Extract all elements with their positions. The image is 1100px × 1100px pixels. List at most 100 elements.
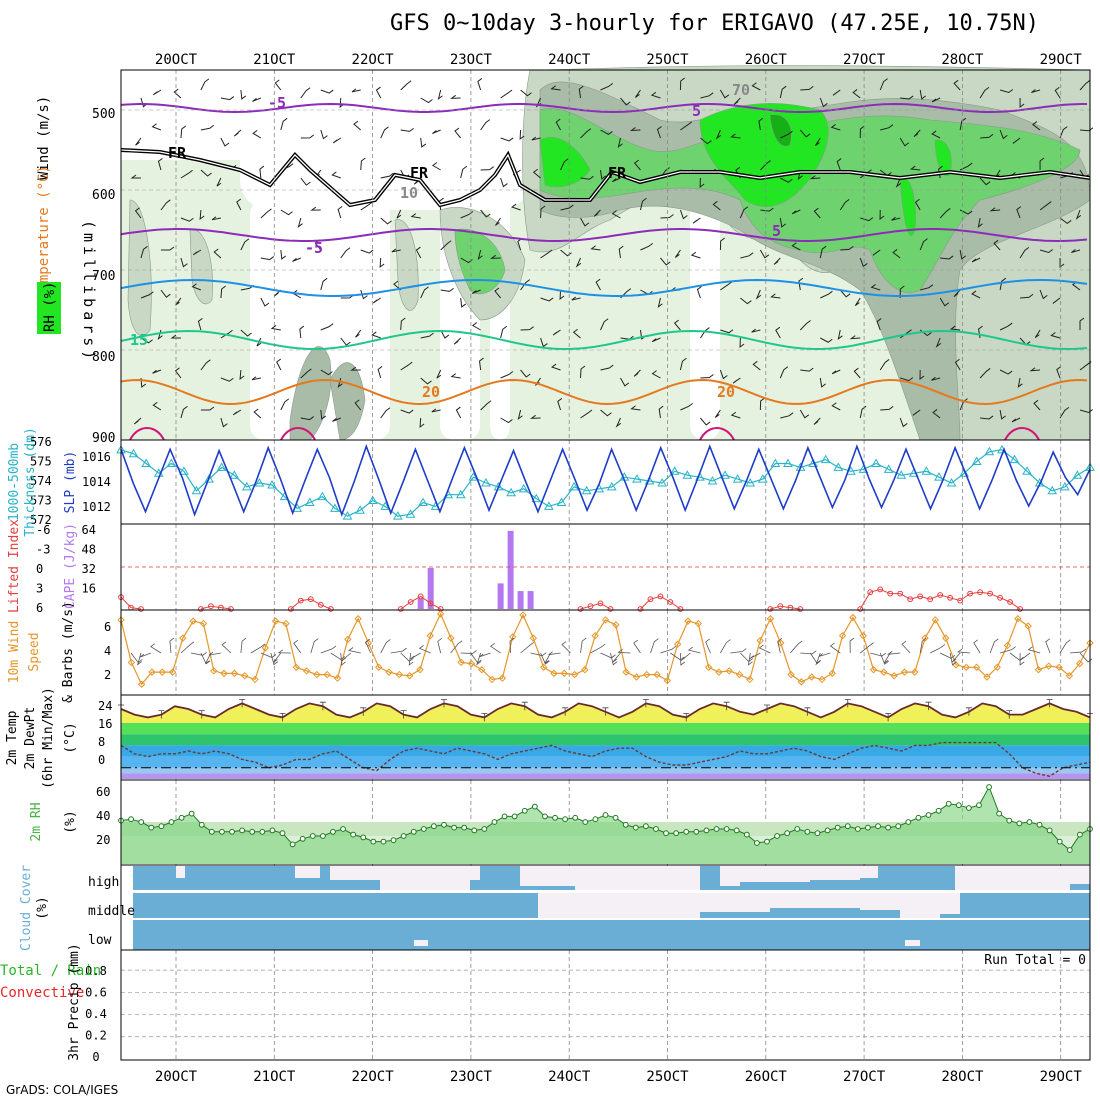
wind-barb (260, 208, 272, 219)
date-tick-bottom: 28OCT (941, 1069, 984, 1085)
wind-barb (240, 89, 247, 100)
rh-marker (441, 821, 447, 828)
wind-speed-marker (148, 668, 156, 676)
wind-barb (859, 257, 868, 268)
wind-barb (540, 297, 554, 302)
precip-tick-label: 0.8 (85, 964, 107, 978)
wind-barb (191, 283, 202, 291)
rh-marker (804, 828, 811, 835)
rh-contour-fill (127, 199, 152, 337)
cloud-clear-region (810, 866, 860, 880)
wind-barb (657, 297, 663, 308)
wind-barb (160, 246, 175, 251)
wind-barb (557, 398, 563, 411)
thickness-marker (141, 458, 152, 467)
wind-barb (236, 198, 242, 211)
wind-barb (1059, 217, 1072, 225)
wind-barb (1033, 399, 1041, 411)
thickness-marker (783, 458, 793, 467)
wind-barb (799, 129, 811, 138)
wind-barb (813, 417, 821, 425)
cloud-clear-region (900, 893, 940, 918)
lifted-index-line (120, 596, 142, 610)
surface-wind-barb (365, 638, 372, 654)
thickness-marker (405, 509, 416, 518)
wind-barb (880, 124, 894, 131)
cloud-clear-region (740, 866, 810, 882)
temp-minmax-marker (965, 707, 972, 716)
wind-speed-marker (715, 668, 723, 676)
rh-contour-fill (189, 229, 213, 305)
wind-barb (740, 252, 754, 259)
temp-minmax-marker (642, 699, 649, 708)
wind-speed-marker (756, 636, 764, 645)
rh-marker (955, 802, 962, 809)
surface-wind-barb (310, 638, 319, 654)
wind-speed-marker (869, 666, 878, 674)
temp-tick-label: 8 (98, 735, 105, 749)
wind-speed-marker (405, 672, 414, 680)
wind-barb (560, 204, 574, 211)
lifted-index-marker (297, 597, 304, 604)
rh-marker (784, 830, 791, 837)
contour-label: FR (168, 144, 187, 162)
wind-barb (420, 377, 432, 385)
wind-barb (617, 137, 623, 148)
temp-band (121, 723, 1090, 735)
rh-marker (198, 821, 205, 828)
wind-speed-marker (199, 619, 208, 628)
wind-barb (651, 337, 661, 343)
thickness-marker (946, 477, 957, 487)
wind-barb (400, 409, 414, 414)
thickness-marker (1009, 454, 1020, 464)
surface-wind-barb (650, 638, 659, 654)
contour-label: 5 (772, 222, 781, 240)
thickness-tick-label: 572 (30, 513, 52, 527)
temp-band (121, 734, 1090, 746)
rh-marker (542, 813, 548, 820)
surface-wind-barb (408, 652, 414, 666)
wind-barb (260, 256, 275, 261)
wind-barb (520, 326, 534, 331)
temp-minmax-marker (1006, 710, 1013, 719)
cloud-level-divider (133, 918, 1090, 920)
temp-minmax-marker (441, 699, 447, 708)
surface-wind-barb (886, 650, 901, 655)
wind-barb (220, 96, 235, 101)
wind-barb (720, 281, 733, 291)
surface-wind-barb (670, 652, 685, 661)
wind-barb (420, 286, 429, 299)
wind-speed-marker (529, 634, 538, 642)
thickness-marker (1072, 470, 1083, 479)
surface-wind-barb (418, 644, 431, 654)
rh-marker (1077, 831, 1083, 838)
wind-barb (372, 297, 382, 304)
wind-barb (899, 417, 908, 428)
rh-marker (360, 834, 367, 841)
wind-barb (939, 208, 951, 219)
wind-barb (1079, 409, 1093, 414)
precip-run-total: Run Total = 0 (984, 953, 1086, 968)
rh-marker (208, 828, 215, 835)
precip-tick-label: 0.4 (85, 1007, 107, 1021)
cape-bar (527, 591, 534, 609)
wind-speed-marker (302, 667, 311, 675)
surface-wind-barb (136, 652, 142, 666)
cloud-clear-region (860, 893, 900, 910)
wind-barb (540, 337, 548, 348)
rh-marker (895, 823, 902, 830)
surface-wind-barb (1045, 638, 1051, 654)
surface-wind-barb (1020, 652, 1031, 661)
temp-minmax-marker (683, 713, 690, 722)
wind-barb (739, 337, 745, 349)
wind-speed-marker (1034, 666, 1043, 674)
surface-wind-barb (800, 650, 817, 655)
rh-marker (511, 813, 518, 820)
wind-barb (819, 245, 827, 259)
lifted-index-marker (407, 599, 414, 605)
wind-barb (640, 242, 653, 251)
wind-barb (680, 121, 693, 131)
wind-speed-marker (818, 675, 826, 684)
surface-wind-barb (273, 652, 282, 663)
rh-marker (158, 823, 165, 830)
